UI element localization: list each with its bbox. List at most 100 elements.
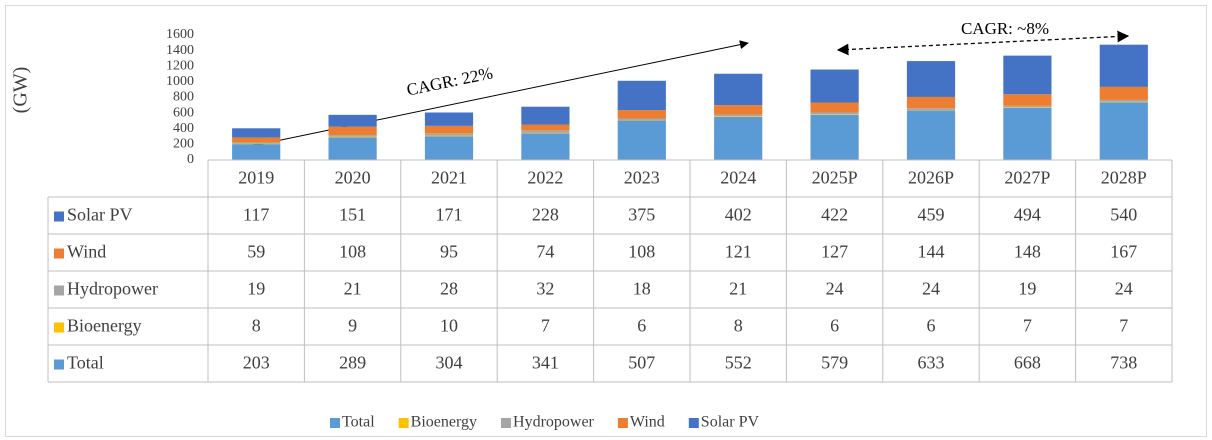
x-tick-label: 2028P [1101,168,1147,188]
legend-key [54,211,64,222]
table-cell: 459 [918,205,945,225]
bar-segment [1099,99,1148,102]
row-label: Wind [67,242,106,262]
bar-segment [617,110,666,119]
y-tick-label: 800 [173,90,194,105]
bar-segment [714,116,763,117]
bar-segment [714,105,763,115]
legend-key [330,418,340,428]
table-cell: 24 [922,279,940,299]
table-cell: 19 [247,279,265,299]
y-axis-label: (GW) [10,67,32,114]
table-cell: 507 [628,353,655,373]
table-cell: 289 [339,353,366,373]
table-cell: 74 [536,242,554,262]
table-cell: 203 [243,353,270,373]
bar-segment [810,69,859,103]
legend-label: Total [342,414,375,431]
table-cell: 540 [1110,205,1137,225]
table-cell: 228 [532,205,559,225]
bar-segment [810,112,859,115]
table-cell: 668 [1014,353,1041,373]
table-cell: 304 [436,353,463,373]
x-tick-label: 2025P [812,168,858,188]
bar-segment [810,114,859,160]
bar-segment [906,110,956,160]
table-cell: 7 [1023,316,1032,336]
y-tick-label: 1600 [166,27,194,42]
bar-segment [424,112,474,126]
bar-segment [810,102,859,113]
row-label: Bioenergy [67,316,142,336]
bar-segment [232,143,281,145]
table-cell: 32 [536,279,554,299]
y-tick-label: 1200 [166,58,194,73]
table-cell: 6 [927,316,936,336]
row-label: Solar PV [67,205,133,225]
bar-segment [232,142,281,144]
table-cell: 633 [918,353,945,373]
bar-segment [617,80,666,111]
bar-segment [232,144,281,160]
bar-segment [714,114,763,117]
bar-segment [714,73,763,106]
y-tick-label: 0 [187,152,194,167]
bar-segment [714,116,763,160]
y-tick-label: 200 [173,137,194,152]
bar-segment [1003,107,1052,108]
table-cell: 6 [637,316,646,336]
legend-key [617,418,628,428]
table-cell: 59 [247,242,265,262]
chart-border [5,5,1207,437]
legend-label: Hydropower [513,414,595,431]
table-cell: 171 [436,205,463,225]
table-cell: 402 [725,205,752,225]
table-cell: 151 [339,205,366,225]
table-cell: 108 [339,242,366,262]
table-cell: 375 [628,205,655,225]
legend-key [54,359,64,370]
table-cell: 21 [729,279,747,299]
x-tick-label: 2023 [624,168,660,188]
x-tick-label: 2026P [908,168,954,188]
table-cell: 10 [440,316,458,336]
bar-segment [1099,101,1148,103]
table-cell: 18 [633,279,651,299]
bar-segment [521,130,570,133]
table-cell: 552 [725,353,752,373]
table-cell: 422 [821,205,848,225]
bar-segment [521,133,570,160]
bar-segment [232,128,281,138]
table-cell: 7 [1119,316,1128,336]
bar-segment [328,136,377,138]
legend-label: Solar PV [701,414,760,431]
table-cell: 8 [734,316,743,336]
table-cell: 341 [532,353,559,373]
row-label: Hydropower [67,279,158,299]
table-cell: 24 [1115,279,1133,299]
bar-segment [1099,44,1148,87]
bar-segment [328,135,377,137]
table-cell: 6 [830,316,839,336]
y-tick-label: 1000 [166,74,194,89]
x-tick-label: 2021 [431,168,467,188]
table-cell: 148 [1014,242,1041,262]
bar-segment [424,135,474,137]
table-cell: 579 [821,353,848,373]
cagr-arrow [251,40,749,149]
table-cell: 117 [243,205,269,225]
table-cell: 19 [1018,279,1036,299]
bar-segment [906,96,956,109]
table-cell: 24 [826,279,844,299]
table-cell: 9 [348,316,357,336]
legend-key [398,418,409,428]
bar-segment [1003,105,1052,108]
x-tick-label: 2024 [720,168,756,188]
legend-label: Bioenergy [411,414,477,431]
bar-segment [1003,55,1052,95]
table-cell: 7 [541,316,550,336]
table-cell: 738 [1110,353,1137,373]
legend-key [688,418,699,428]
